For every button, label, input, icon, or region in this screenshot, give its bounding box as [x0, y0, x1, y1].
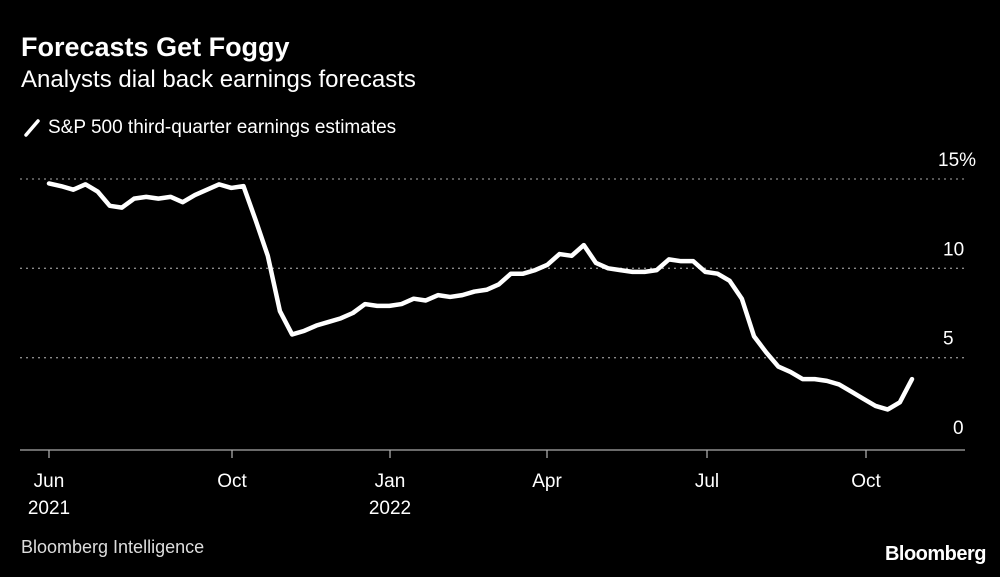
x-tick-year: 2022 — [369, 498, 411, 519]
x-tick-label: Jul — [695, 471, 719, 492]
x-tick-label: Oct — [851, 471, 881, 492]
x-tick-label: Oct — [217, 471, 247, 492]
x-tick-label: Jan — [375, 471, 406, 492]
y-tick-label: 5 — [943, 329, 954, 350]
chart-title: Forecasts Get Foggy — [21, 32, 290, 62]
bloomberg-logo: Bloomberg — [884, 543, 987, 565]
chart-subtitle: Analysts dial back earnings forecasts — [21, 66, 416, 93]
x-tick-year: 2021 — [28, 498, 70, 519]
series-line — [46, 181, 915, 412]
y-tick-label: 0 — [953, 418, 964, 439]
legend-label: S&P 500 third-quarter earnings estimates — [48, 117, 397, 138]
x-tick-label: Apr — [532, 471, 562, 492]
y-tick-label: 10 — [943, 239, 964, 260]
source-note: Bloomberg Intelligence — [21, 537, 205, 557]
legend-line-icon — [24, 119, 40, 137]
legend: S&P 500 third-quarter earnings estimates — [24, 117, 396, 139]
x-tick-label: Jun — [34, 471, 65, 492]
y-tick-label: 15% — [938, 150, 976, 171]
